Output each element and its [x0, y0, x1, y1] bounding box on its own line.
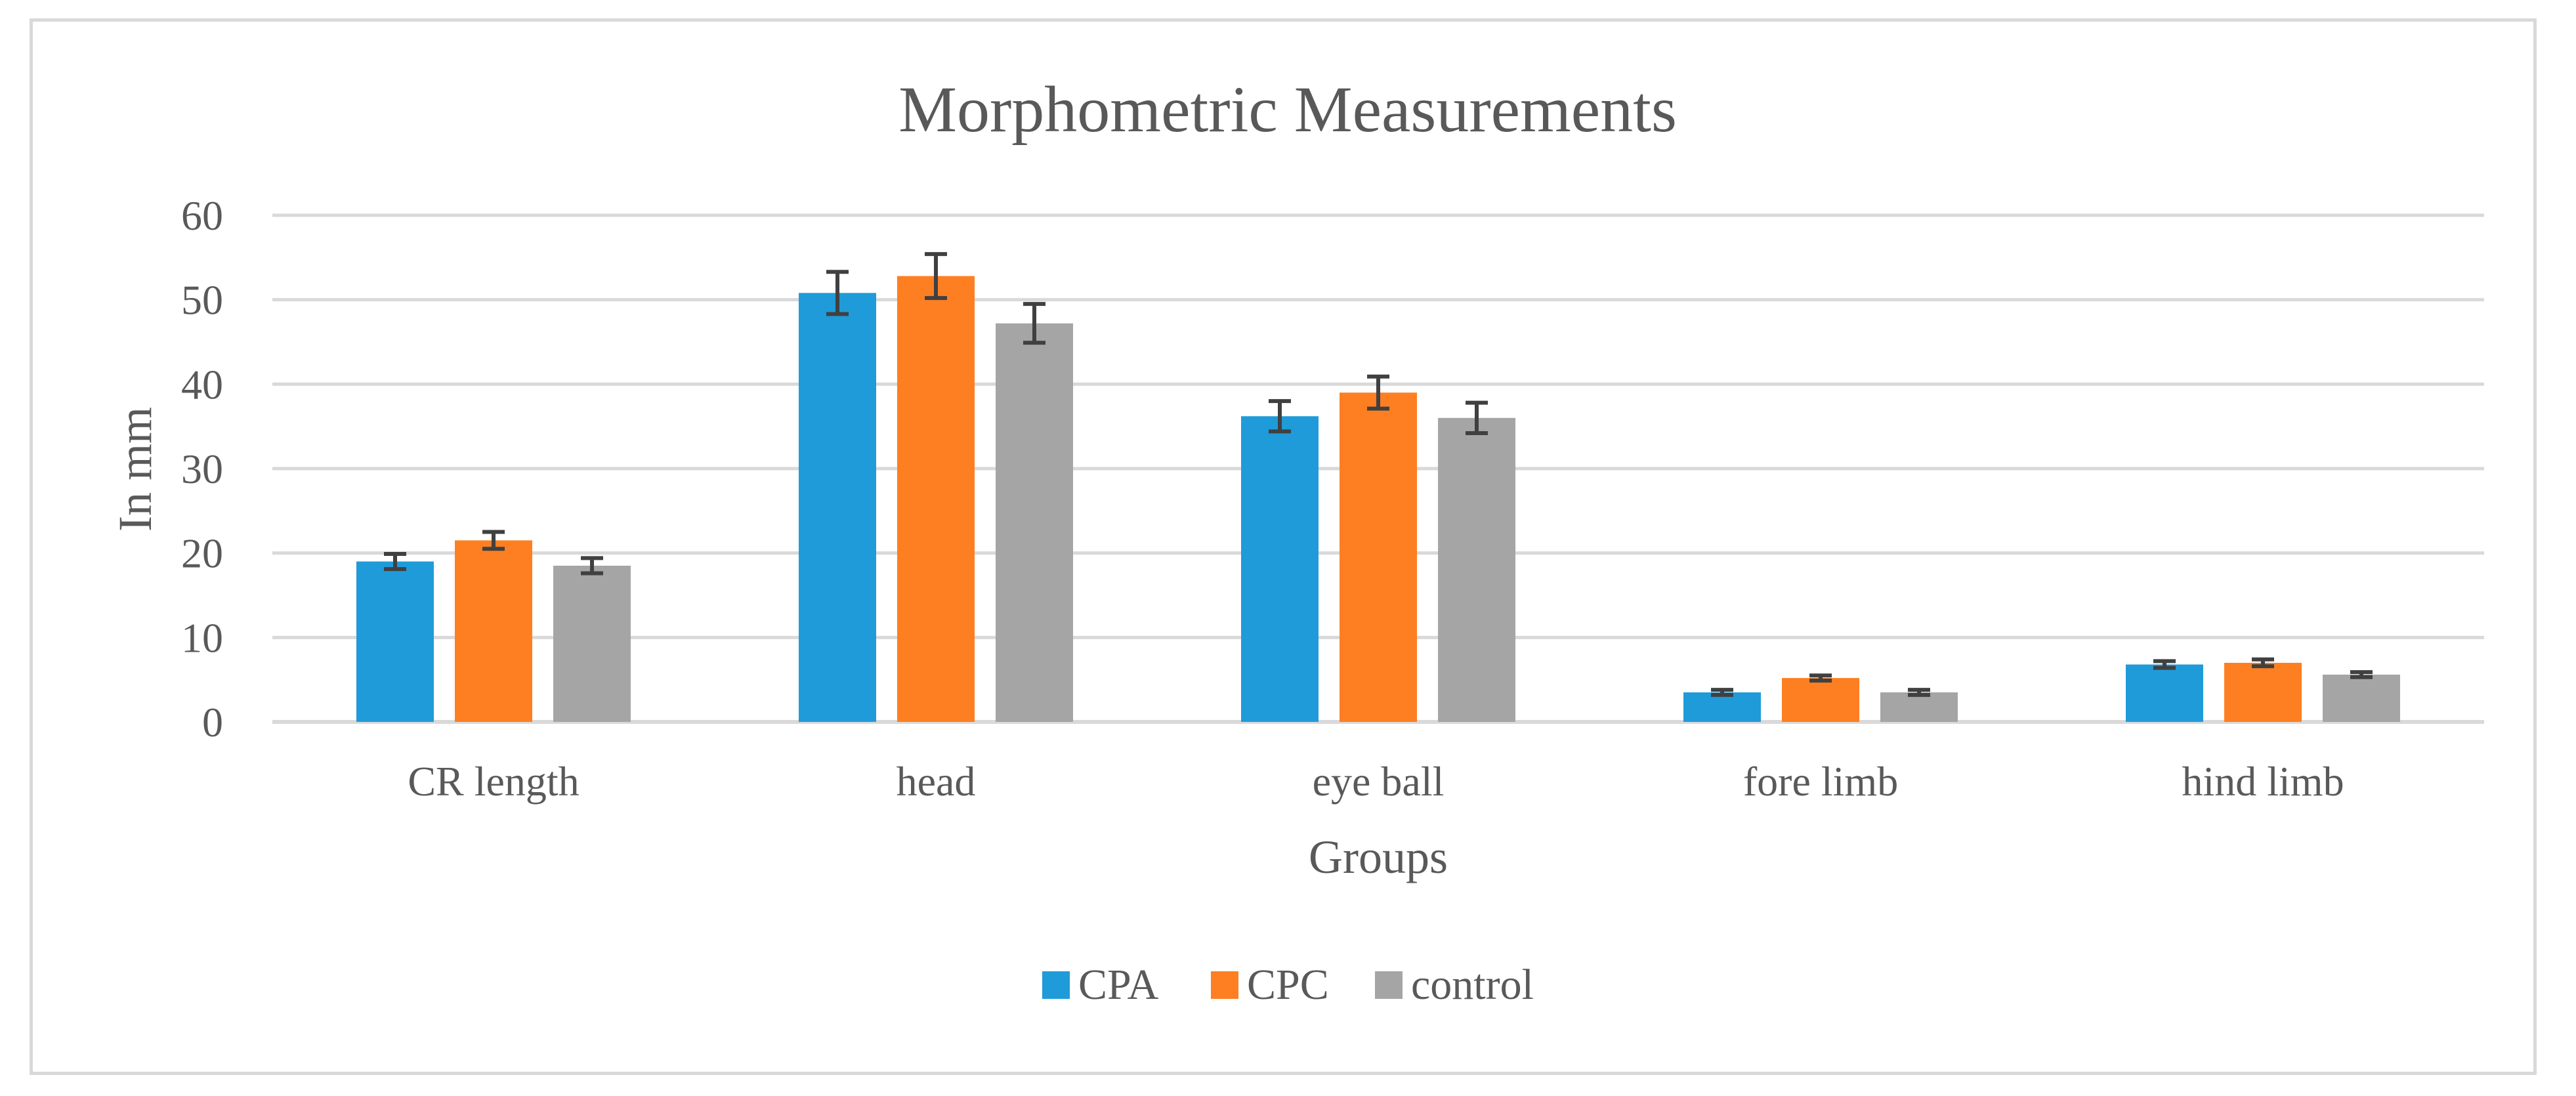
- x-tick-label-head: head: [897, 758, 976, 805]
- y-tick-label-50: 50: [181, 277, 223, 324]
- y-tick-label-20: 20: [181, 530, 223, 577]
- y-tick-label-30: 30: [181, 446, 223, 492]
- bar-cpa-cr-length: [356, 561, 434, 722]
- error-bar-control-cr-length: [581, 556, 603, 576]
- legend-swatch-cpc: [1211, 971, 1238, 999]
- legend-label-cpa: CPA: [1078, 961, 1159, 1009]
- bar-cpc-eye-ball: [1340, 392, 1417, 722]
- bar-control-hind-limb: [2323, 674, 2400, 722]
- error-bar-cpc-eye-ball: [1367, 374, 1389, 411]
- bar-control-eye-ball: [1438, 417, 1515, 722]
- chart-title: Morphometric Measurements: [898, 73, 1677, 146]
- y-tick-label-0: 0: [202, 699, 223, 746]
- bar-control-head: [996, 323, 1073, 722]
- bar-cpa-hind-limb: [2126, 664, 2203, 722]
- bar-cpa-eye-ball: [1241, 416, 1319, 722]
- error-bar-cpc-hind-limb: [2252, 657, 2274, 669]
- y-tick-label-60: 60: [181, 192, 223, 239]
- error-bar-cpc-head: [925, 252, 947, 301]
- error-bar-control-hind-limb: [2350, 670, 2373, 679]
- error-bar-control-fore-limb: [1908, 688, 1930, 697]
- error-bar-cpa-cr-length: [384, 551, 406, 572]
- x-tick-label-hind-limb: hind limb: [2182, 758, 2344, 805]
- bar-control-fore-limb: [1880, 692, 1958, 722]
- bars: [356, 276, 2400, 723]
- bar-cpc-fore-limb: [1782, 678, 1859, 722]
- bar-control-cr-length: [553, 565, 631, 722]
- error-bars: [384, 252, 2373, 697]
- bar-cpa-head: [799, 293, 876, 723]
- y-axis-title: In mm: [109, 407, 161, 532]
- error-bar-control-eye-ball: [1466, 400, 1488, 435]
- legend-label-cpc: CPC: [1247, 961, 1329, 1009]
- legend: CPA CPC control: [1042, 961, 1534, 1009]
- error-bar-cpa-fore-limb: [1711, 688, 1733, 697]
- y-axis-tick-labels: 0 10 20 30 40 50 60: [181, 192, 223, 746]
- legend-swatch-control: [1375, 971, 1403, 999]
- error-bar-cpa-head: [826, 270, 849, 316]
- bar-cpc-cr-length: [455, 540, 532, 722]
- error-bar-cpc-fore-limb: [1809, 673, 1832, 683]
- error-bar-cpc-cr-length: [482, 530, 505, 551]
- x-axis-title: Groups: [1309, 831, 1448, 883]
- error-bar-control-head: [1023, 302, 1045, 345]
- x-tick-label-cr-length: CR length: [408, 758, 579, 805]
- error-bar-cpa-hind-limb: [2153, 659, 2176, 670]
- error-bar-cpa-eye-ball: [1269, 399, 1291, 434]
- bar-cpc-head: [897, 276, 975, 722]
- legend-swatch-cpa: [1042, 971, 1070, 999]
- x-tick-label-eye-ball: eye ball: [1313, 758, 1445, 805]
- x-tick-label-fore-limb: fore limb: [1743, 758, 1898, 805]
- y-tick-label-10: 10: [181, 614, 223, 661]
- y-tick-label-40: 40: [181, 361, 223, 408]
- bar-cpa-fore-limb: [1683, 692, 1761, 722]
- bar-cpc-hind-limb: [2224, 662, 2302, 722]
- x-axis-tick-labels: CR length head eye ball fore limb hind limb: [408, 758, 2344, 805]
- legend-label-control: control: [1411, 961, 1534, 1009]
